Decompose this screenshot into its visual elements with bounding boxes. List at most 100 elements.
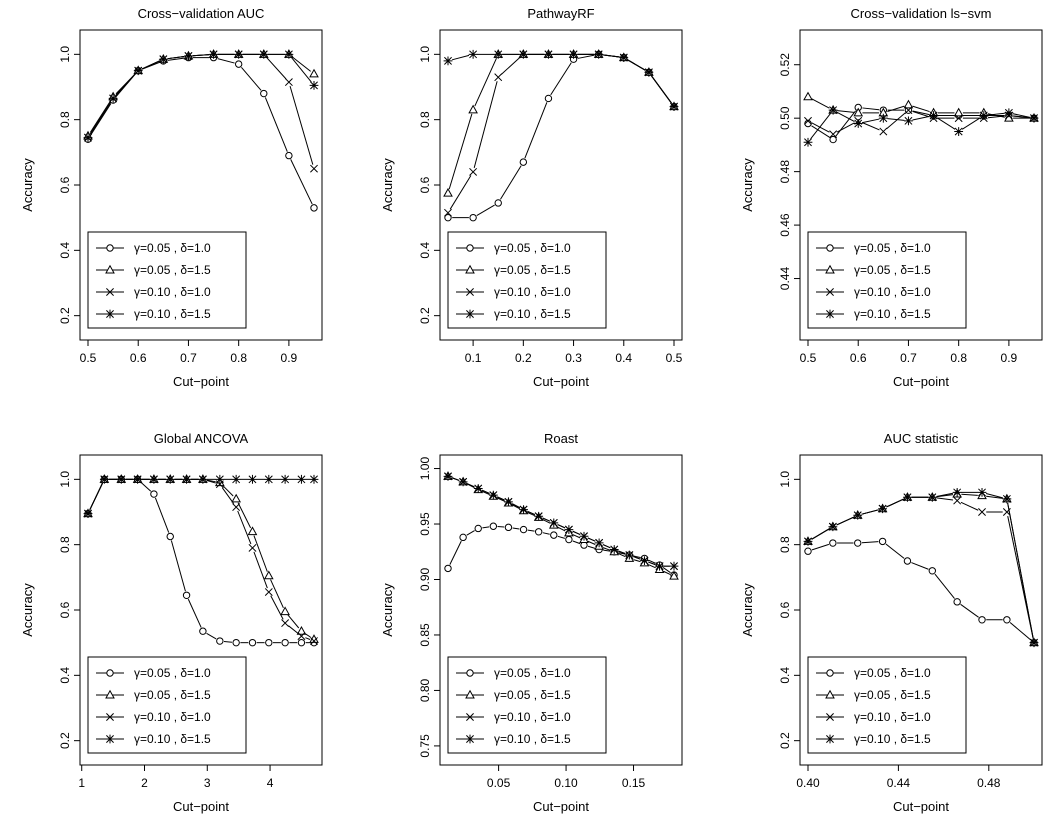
y-tick-label: 0.48 (778, 160, 792, 184)
series-line-segment (170, 540, 186, 592)
data-point (232, 638, 240, 647)
series-line-segment (811, 543, 830, 551)
y-tick-label: 1.00 (418, 457, 432, 481)
legend-marker (826, 713, 834, 721)
data-point (655, 561, 664, 571)
y-tick-label: 0.90 (418, 567, 432, 591)
x-tick-label: 0.8 (950, 351, 967, 365)
legend-label: γ=0.05 , δ=1.0 (854, 241, 931, 255)
series-line-segment (961, 117, 981, 130)
data-point (166, 532, 174, 541)
data-point (977, 488, 987, 497)
legend-marker (466, 713, 474, 721)
x-tick-label: 0.5 (800, 351, 817, 365)
series-line-segment (496, 496, 505, 501)
data-point (469, 167, 478, 176)
legend-marker (105, 689, 115, 699)
legend-label: γ=0.10 , δ=1.0 (494, 710, 571, 724)
legend-label: γ=0.05 , δ=1.5 (134, 688, 211, 702)
series-line-segment (633, 556, 641, 560)
data-point (443, 187, 453, 197)
series-4 (803, 488, 1039, 648)
y-tick-label: 0.44 (778, 267, 792, 291)
series-line-segment (115, 73, 136, 96)
panel-2: PathwayRF Cut−point Accuracy 0.1 0.2 0.3 0.4 0.… (380, 6, 683, 389)
x-tick-label: 0.7 (180, 351, 197, 365)
data-point (829, 539, 837, 547)
chart-title: Global ANCOVA (154, 431, 249, 446)
legend-label: γ=0.10 , δ=1.5 (494, 307, 571, 321)
series-line-segment (912, 110, 930, 118)
series-line-segment (253, 551, 268, 589)
legend-label: γ=0.05 , δ=1.0 (494, 666, 571, 680)
data-point (904, 116, 913, 126)
series-line-segment (650, 75, 672, 104)
series-line-segment (960, 501, 979, 511)
data-point (489, 522, 498, 530)
series-line-segment (886, 112, 906, 130)
data-point (234, 60, 243, 68)
series-2 (83, 49, 319, 140)
legend-marker (105, 309, 115, 319)
series-line-segment (206, 632, 217, 640)
panel-4: Global ANCOVA Cut−point Accuracy 1 2 3 4 0.2 0.4… (20, 431, 323, 814)
series-line-segment (936, 497, 954, 501)
data-point (903, 557, 912, 565)
series-line-segment (473, 81, 498, 169)
data-point (979, 111, 989, 120)
data-point (234, 49, 244, 59)
data-point (248, 543, 257, 552)
series-line-segment (912, 115, 930, 121)
chart-title: Cross−validation AUC (138, 6, 265, 21)
data-point (804, 116, 812, 125)
data-point (829, 130, 838, 139)
series-line-segment (288, 625, 299, 634)
series-line-segment (577, 54, 595, 59)
legend-marker (826, 244, 834, 252)
legend-label: γ=0.05 , δ=1.5 (134, 263, 211, 277)
x-tick-label: 0.10 (554, 776, 578, 790)
y-axis-label: Accuracy (380, 158, 395, 212)
series-line-segment (237, 502, 252, 529)
series-line-segment (289, 85, 314, 165)
legend-label: γ=0.05 , δ=1.0 (854, 666, 931, 680)
data-point (215, 474, 225, 484)
x-tick-label: 0.48 (977, 776, 1001, 790)
chart-title: Roast (544, 431, 578, 446)
plot-frame (439, 454, 683, 766)
data-point (953, 496, 962, 505)
data-point (199, 627, 207, 635)
data-point (978, 616, 986, 624)
data-point (309, 68, 319, 78)
series-line-segment (89, 101, 112, 135)
legend-marker (106, 713, 114, 721)
legend-label: γ=0.10 , δ=1.5 (134, 732, 211, 746)
x-axis-label: Cut−point (533, 799, 589, 814)
legend-marker (826, 288, 834, 296)
data-point (904, 106, 913, 115)
chart-title: AUC statistic (884, 431, 959, 446)
data-point (519, 525, 528, 534)
x-axis-label: Cut−point (893, 374, 949, 389)
series-line-segment (474, 57, 497, 107)
series-line-segment (550, 62, 572, 96)
legend: γ=0.05 , δ=1.0 γ=0.05 , δ=1.5 γ=0.10 , δ=1… (87, 231, 247, 329)
series-line-segment (305, 637, 311, 640)
data-point (264, 588, 273, 596)
series-line-segment (527, 529, 535, 532)
series-line-segment (835, 110, 857, 137)
plot-frame (799, 29, 1043, 341)
legend: γ=0.05 , δ=1.0 γ=0.05 , δ=1.5 γ=0.10 , δ=1… (807, 656, 967, 754)
legend: γ=0.05 , δ=1.0 γ=0.05 , δ=1.5 γ=0.10 , δ=1… (87, 656, 247, 754)
data-point (116, 474, 126, 484)
x-axis-label: Cut−point (173, 799, 229, 814)
series-line-segment (557, 526, 566, 532)
series-line-segment (89, 103, 112, 136)
y-tick-label: 0.2 (58, 307, 72, 324)
x-axis-label: Cut−point (533, 374, 589, 389)
series-line-segment (986, 495, 1003, 499)
x-tick-label: 0.44 (887, 776, 911, 790)
series-1 (804, 537, 1038, 647)
series-2 (803, 488, 1039, 647)
series-line-segment (618, 552, 626, 555)
